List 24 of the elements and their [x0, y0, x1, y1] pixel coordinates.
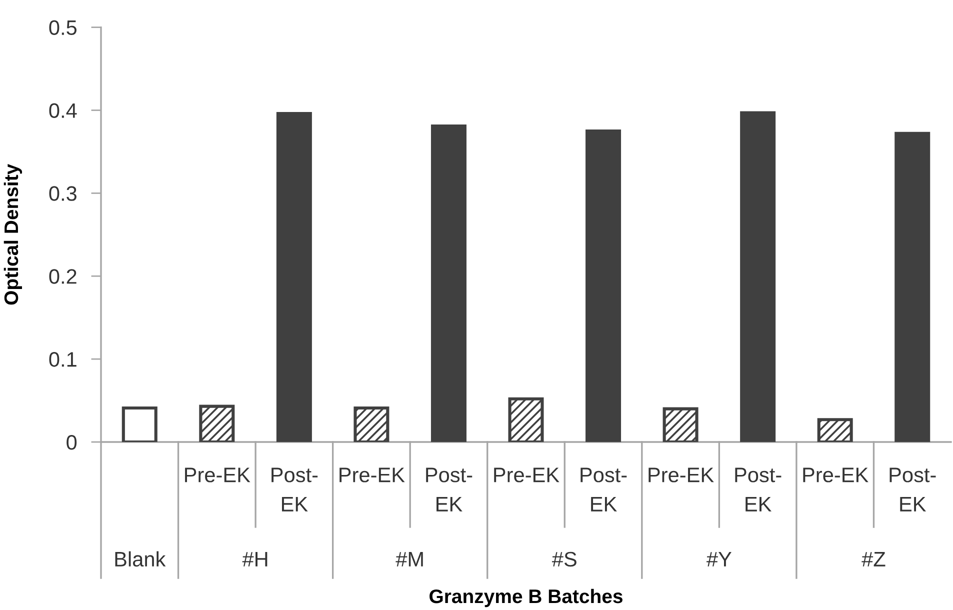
y-tick-label: 0.5 [49, 20, 77, 36]
y-axis-title: Optical Density [4, 164, 22, 305]
y-tick-label: 0.2 [49, 269, 76, 284]
x-tick-label: #S [552, 552, 576, 567]
text: Pre-EK [340, 468, 405, 482]
y-tick-label: 0.1 [49, 352, 76, 367]
text: Pre-EK [803, 468, 868, 482]
y-tick-label: 0.3 [49, 186, 76, 201]
x-tick-label: #H [242, 552, 268, 566]
x-axis-title: Granzyme B Batches [430, 588, 622, 608]
text: Pre-EK [648, 468, 714, 482]
x-tick-label: #Y [706, 552, 732, 566]
series-label: Post-EK [272, 468, 318, 512]
text: Post-EK [580, 468, 627, 512]
x-tick-label: #Z [862, 552, 886, 566]
y-tick-label: 0 [66, 435, 77, 450]
x-tick-label: Blank [115, 551, 166, 567]
y-tick-label: 0.4 [49, 103, 77, 118]
series-label: Pre-EK [185, 468, 250, 482]
x-tick-label: #M [396, 552, 423, 566]
text: Post-EK [735, 468, 782, 512]
text: Pre-EK [494, 468, 560, 482]
text: Post-EK [426, 468, 472, 512]
text: Post-EK [890, 468, 936, 512]
